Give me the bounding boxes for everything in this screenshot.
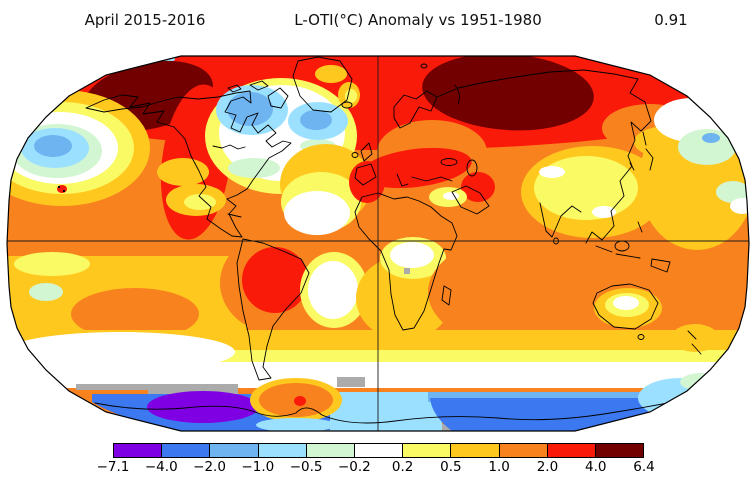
colorbar-label: −7.1 (96, 459, 130, 475)
colorbar-segment-2 (210, 444, 259, 457)
colorbar-segment-1 (162, 444, 211, 457)
colorbar-label: −0.2 (337, 459, 371, 475)
coastlines (85, 56, 702, 424)
colorbar-segment-3 (258, 444, 307, 457)
colorbar-segment-6 (403, 444, 452, 457)
colorbar-labels: −7.1 −4.0 −2.0 −1.0 −0.5 −0.2 0.2 0.5 1.0 2.0 4.0 6… (0, 459, 756, 479)
colorbar-label: −1.0 (241, 459, 275, 475)
colorbar-label: 0.2 (391, 459, 414, 475)
colorbar-label: 6.4 (633, 459, 655, 475)
colorbar-segment-9 (547, 444, 596, 457)
colorbar-label: 0.5 (440, 459, 462, 475)
title-dataset: L-OTI(°C) Anomaly vs 1951-1980 (294, 11, 542, 29)
colorbar-label: 1.0 (488, 459, 510, 475)
title-period: April 2015-2016 (84, 11, 206, 29)
colorbar-label: 2.0 (536, 459, 559, 475)
colorbar-segment-0 (114, 444, 163, 457)
colorbar-label: −0.5 (289, 459, 323, 475)
colorbar-segment-10 (595, 444, 644, 457)
colorbar-label: −4.0 (144, 459, 178, 475)
colorbar-label: 4.0 (584, 459, 607, 475)
colorbar-segment-7 (451, 444, 500, 457)
graticule (7, 56, 749, 431)
colorbar-segment-4 (306, 444, 355, 457)
colorbar (113, 443, 644, 458)
colorbar-label: −2.0 (193, 459, 226, 475)
colorbar-segment-5 (354, 444, 404, 457)
title-global-mean: 0.91 (654, 11, 688, 29)
colorbar-segment-8 (499, 444, 548, 457)
